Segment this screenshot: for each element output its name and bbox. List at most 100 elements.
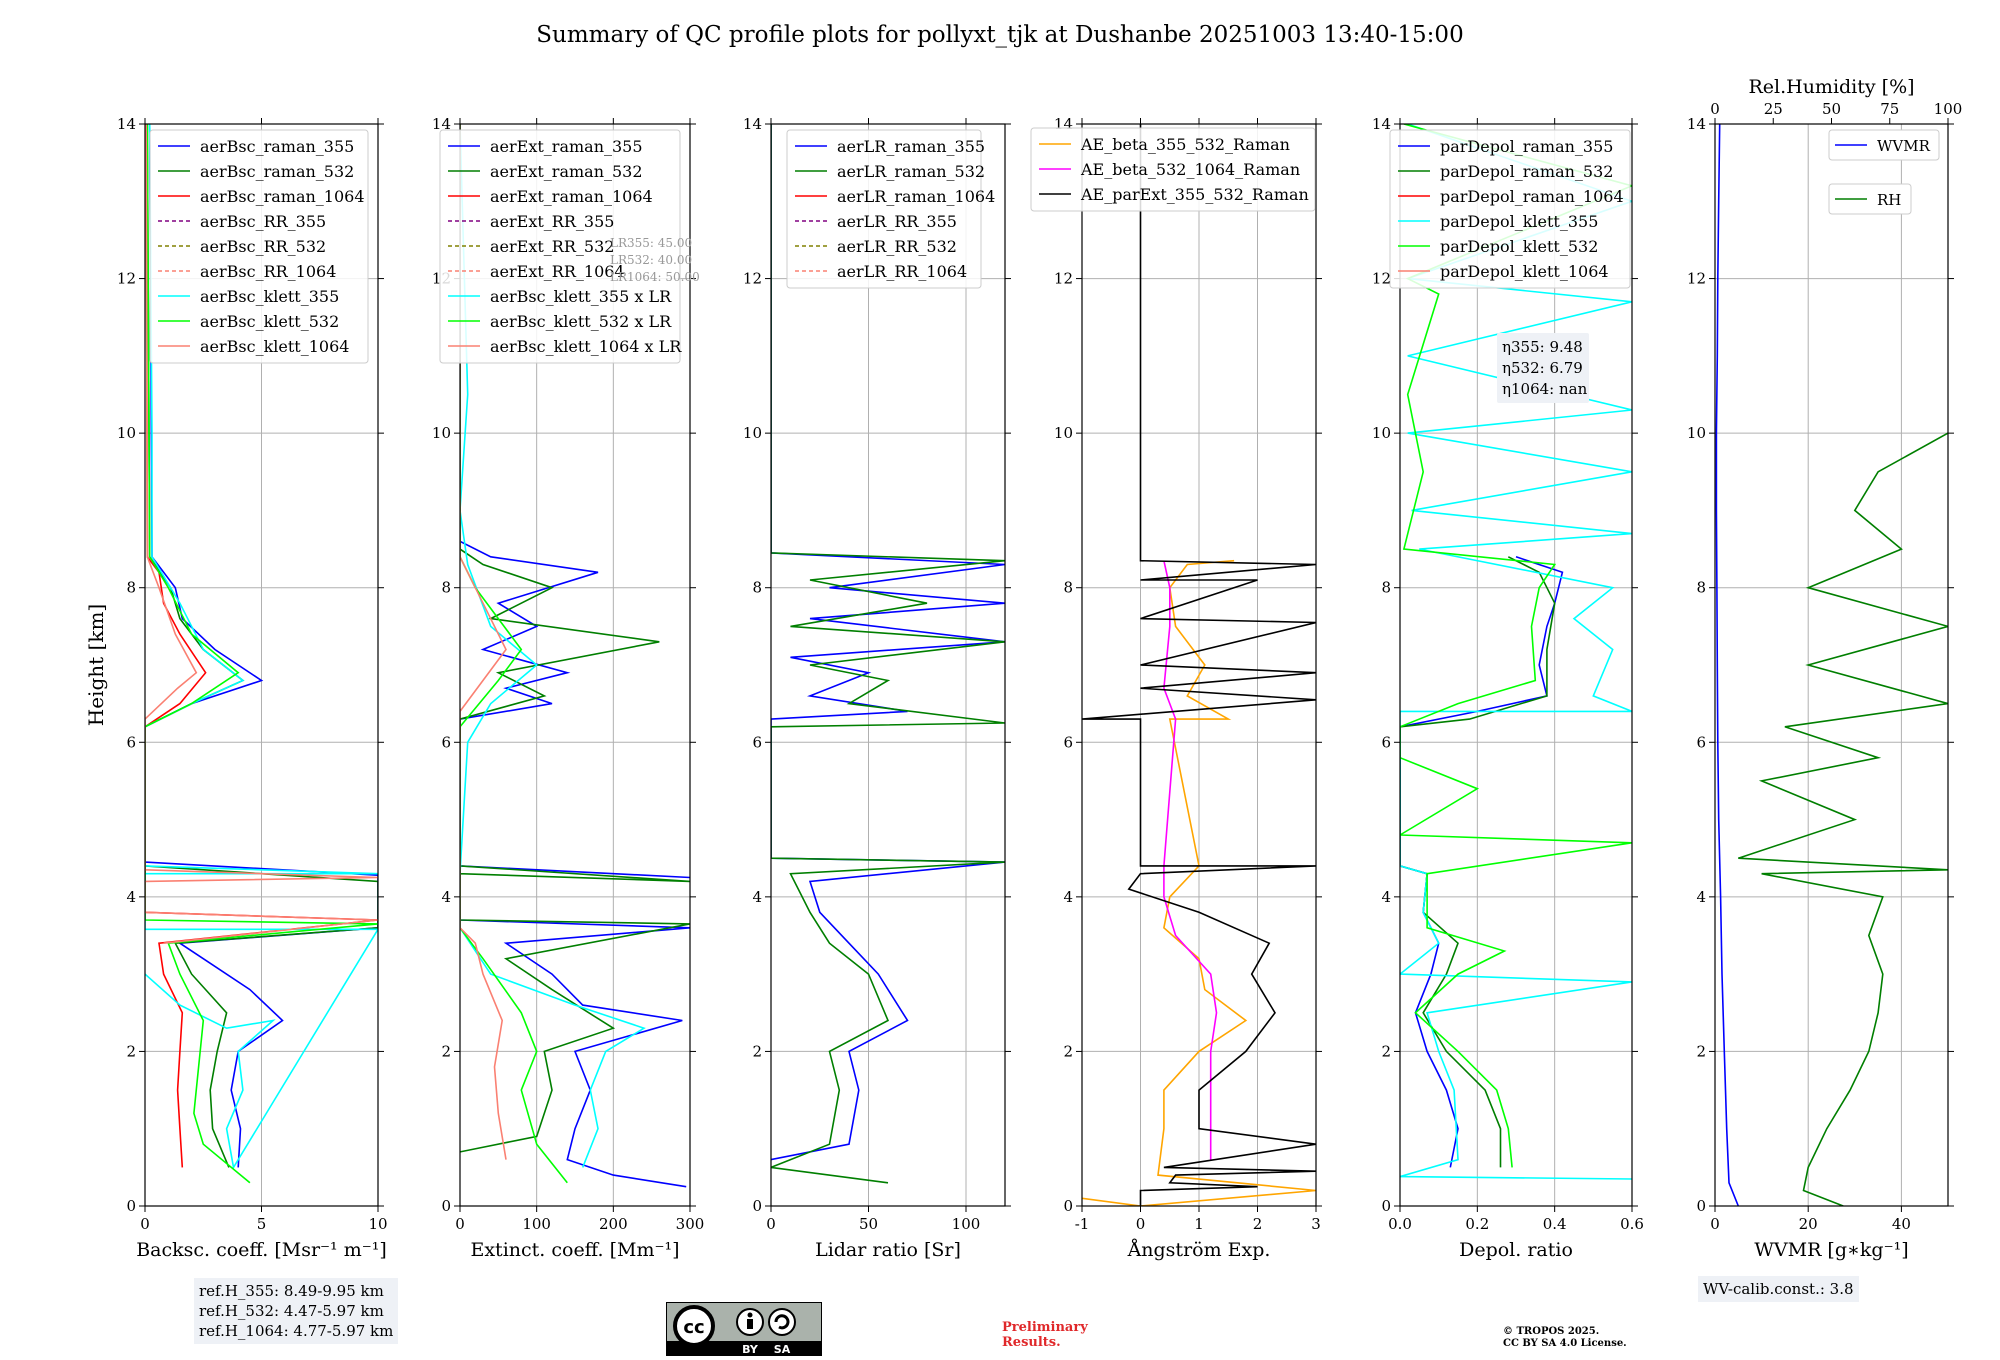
series-line-aerBsc_klett_355 x LR	[460, 124, 646, 1168]
x-tick-label: 3	[1311, 1215, 1321, 1233]
ref-height-532: ref.H_532: 4.47-5.97 km	[199, 1302, 384, 1320]
series-line-aerBsc_raman_1064	[145, 124, 378, 1168]
copyright-note: © TROPOS 2025. CC BY SA 4.0 License.	[1503, 1326, 1627, 1350]
x-tick-label: 100	[952, 1215, 981, 1233]
legend-entry: aerExt_raman_1064	[490, 187, 653, 206]
y-tick-label: 6	[1696, 733, 1706, 751]
legend-frame	[1828, 129, 1940, 161]
x-axis-label: Backsc. coeff. [Msr⁻¹ m⁻¹]	[136, 1239, 387, 1261]
x-tick-label: 0.2	[1465, 1215, 1489, 1233]
legend-entry: WVMR	[1877, 137, 1931, 155]
x-tick-label: 0.4	[1543, 1215, 1567, 1233]
legend-entry: aerBsc_RR_355	[200, 212, 326, 231]
series-line-parDepol_raman_355	[1400, 556, 1564, 1168]
legend-entry: aerExt_RR_355	[490, 212, 614, 231]
legend-entry: parDepol_raman_1064	[1440, 187, 1624, 206]
lidar-ratio-value: LR532: 40.00	[610, 253, 692, 267]
x-axis-label: Depol. ratio	[1459, 1239, 1573, 1261]
y-tick-label: 14	[1372, 115, 1391, 133]
y-tick-label: 12	[1687, 270, 1706, 288]
y-tick-label: 6	[752, 733, 762, 751]
y-tick-label: 8	[441, 579, 451, 597]
legend-frame	[439, 129, 681, 364]
series-line-WVMR	[1715, 124, 1740, 1206]
legend-entry: aerBsc_klett_1064	[200, 337, 349, 356]
x-tick-label: 2	[1253, 1215, 1263, 1233]
series-line-aerExt_raman_532	[460, 124, 690, 1153]
x-tick-label: 300	[676, 1215, 705, 1233]
legend-entry: aerLR_raman_355	[837, 137, 985, 156]
legend-entry: aerBsc_raman_532	[200, 162, 354, 181]
copyright-line-1: © TROPOS 2025.	[1503, 1326, 1600, 1337]
y-tick-label: 4	[1696, 888, 1706, 906]
y-tick-label: 0	[752, 1197, 762, 1215]
y-tick-label: 8	[1063, 579, 1073, 597]
y-tick-label: 2	[126, 1042, 136, 1060]
legend-entry: aerBsc_RR_1064	[200, 262, 336, 281]
legend-entry: aerBsc_RR_532	[200, 237, 326, 256]
legend-entry: aerLR_raman_1064	[837, 187, 995, 206]
legend-entry: aerBsc_klett_1064 x LR	[490, 337, 682, 356]
by-label: BY	[742, 1343, 759, 1356]
x-tick-label: -1	[1075, 1215, 1090, 1233]
x-axis-label: Ångström Exp.	[1127, 1239, 1271, 1261]
y-tick-label: 4	[1063, 888, 1073, 906]
legend-entry: AE_beta_532_1064_Raman	[1080, 160, 1300, 179]
y-tick-label: 14	[743, 115, 762, 133]
legend-entry: parDepol_raman_532	[1440, 162, 1613, 181]
legend-frame	[786, 129, 982, 289]
legend: aerExt_raman_355 aerExt_raman_532 aerExt_r…	[439, 129, 682, 364]
series-group	[1715, 124, 1948, 1206]
eta-value: η355: 9.48	[1502, 338, 1583, 356]
x-tick-label: 0	[1136, 1215, 1146, 1233]
legend-entry: aerExt_raman_355	[490, 137, 643, 156]
x-tick-label: 0.6	[1620, 1215, 1644, 1233]
copyright-line-2: CC BY SA 4.0 License.	[1503, 1338, 1627, 1349]
y-tick-label: 10	[1687, 424, 1706, 442]
legend-entry: aerBsc_klett_355 x LR	[490, 287, 672, 306]
y-tick-label: 12	[743, 270, 762, 288]
x-tick-label: 0	[455, 1215, 465, 1233]
y-tick-label: 6	[126, 733, 136, 751]
ref-heights-box: ref.H_355: 8.49-9.95 km ref.H_532: 4.47-…	[194, 1278, 399, 1344]
legend-entry: AE_beta_355_532_Raman	[1080, 135, 1290, 154]
figure-title: Summary of QC profile plots for pollyxt_…	[536, 22, 1464, 48]
series-line-aerLR_raman_532	[771, 124, 1005, 1184]
legend-entry: aerExt_RR_1064	[490, 262, 625, 281]
panel-lr: 0 50 100 0 2 4 6 8 10 12 14 Lidar ratio [Sr] aerLR_r…	[743, 115, 1011, 1261]
y-tick-label: 14	[117, 115, 136, 133]
y-tick-label: 8	[1381, 579, 1391, 597]
y-axis-label: Height [km]	[84, 604, 108, 726]
y-tick-label: 0	[441, 1197, 451, 1215]
y-tick-label: 10	[743, 424, 762, 442]
eta-value: η532: 6.79	[1502, 359, 1583, 377]
y-tick-label: 0	[1063, 1197, 1073, 1215]
y-tick-label: 10	[432, 424, 451, 442]
series-line-aerBsc_klett_532	[145, 124, 378, 1184]
panel-bsc: 0 5 10 0 2 4 6 8 10 12 14 Backsc. coeff. [Msr⁻¹ m⁻¹…	[117, 115, 388, 1261]
legend: WVMR RH	[1828, 129, 1940, 215]
preliminary-line-2: Results.	[1002, 1335, 1061, 1350]
cc-by-sa-badge: cc BY SA	[666, 1302, 822, 1356]
y-tick-label: 6	[441, 733, 451, 751]
legend-entry: aerLR_RR_355	[837, 212, 957, 231]
series-line-AE_beta_355_532_Raman	[1082, 559, 1316, 1206]
y-tick-label: 14	[1687, 115, 1706, 133]
axes-frame	[459, 123, 691, 1207]
legend-entry: aerExt_raman_532	[490, 162, 643, 181]
series-line-AE_parExt_355_532_Raman	[1082, 124, 1316, 1206]
x-tick-label: 200	[599, 1215, 628, 1233]
legend-frame	[1389, 129, 1631, 289]
y-tick-label: 2	[752, 1042, 762, 1060]
series-group	[145, 124, 378, 1184]
share-alike-icon	[768, 1308, 796, 1336]
y-tick-label: 10	[1372, 424, 1391, 442]
legend: aerBsc_raman_355 aerBsc_raman_532 aerBsc_r…	[149, 129, 369, 364]
y-tick-label: 14	[432, 115, 451, 133]
y-tick-label: 2	[1063, 1042, 1073, 1060]
x2-axis-label: Rel.Humidity [%]	[1748, 76, 1914, 98]
legend-entry: aerBsc_klett_532	[200, 312, 339, 331]
legend-entry: aerLR_RR_1064	[837, 262, 967, 281]
